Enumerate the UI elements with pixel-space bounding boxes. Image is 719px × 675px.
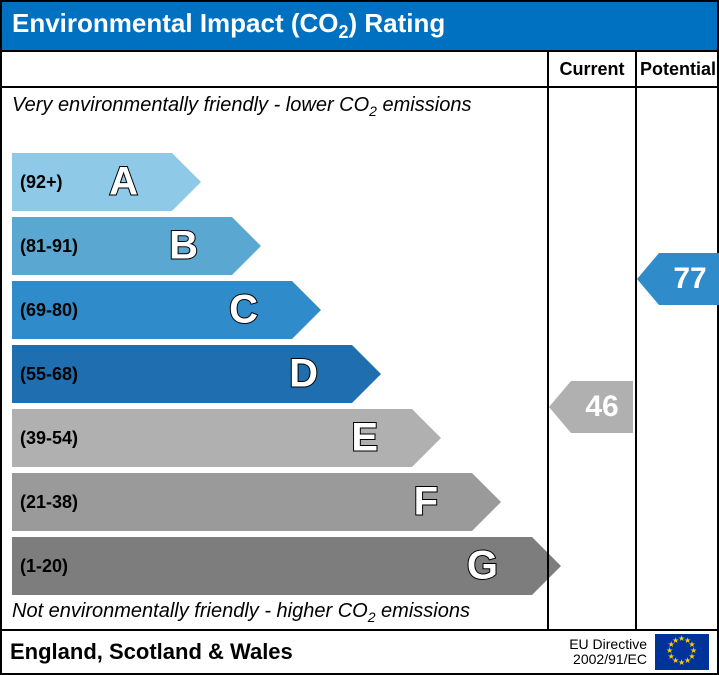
potential-header: Potential	[637, 52, 719, 88]
band-letter: F	[414, 480, 438, 525]
band-letter: E	[351, 416, 378, 461]
band-range: (81-91)	[12, 236, 78, 257]
footer: England, Scotland & Wales EU Directive 2…	[2, 629, 717, 673]
band-range: (92+)	[12, 172, 63, 193]
band-arrow	[232, 217, 261, 275]
note-bottom: Not environmentally friendly - higher CO…	[2, 594, 480, 625]
band-range: (69-80)	[12, 300, 78, 321]
band-arrow	[412, 409, 441, 467]
bar-c: (69-80) C	[12, 281, 292, 339]
band-letter: A	[109, 160, 138, 205]
potential-pointer-value: 77	[659, 253, 719, 305]
current-pointer: 46	[571, 381, 633, 433]
bar-f: (21-38) F	[12, 473, 472, 531]
eu-star: ★	[672, 637, 679, 646]
band-e: (39-54) E	[12, 409, 547, 467]
current-column: Current 46	[547, 52, 635, 629]
band-letter: D	[289, 352, 318, 397]
band-d: (55-68) D	[12, 345, 547, 403]
band-arrow	[292, 281, 321, 339]
title-bar: Environmental Impact (CO2) Rating	[2, 2, 717, 51]
chart-body: Very environmentally friendly - lower CO…	[2, 50, 717, 629]
band-range: (39-54)	[12, 428, 78, 449]
band-range: (55-68)	[12, 364, 78, 385]
footer-region: England, Scotland & Wales	[10, 639, 293, 665]
band-arrow	[472, 473, 501, 531]
band-range: (21-38)	[12, 492, 78, 513]
eu-flag-icon: ★★★★★★★★★★★★	[655, 634, 709, 670]
potential-column: Potential 77	[635, 52, 719, 629]
bands-header-blank	[2, 52, 547, 88]
band-letter: G	[467, 544, 498, 589]
bar-d: (55-68) D	[12, 345, 352, 403]
band-b: (81-91) B	[12, 217, 547, 275]
bar-b: (81-91) B	[12, 217, 232, 275]
band-f: (21-38) F	[12, 473, 547, 531]
footer-directive: EU Directive 2002/91/EC ★★★★★★★★★★★★	[569, 634, 709, 670]
eir-chart: Environmental Impact (CO2) Rating Very e…	[0, 0, 719, 675]
band-letter: C	[229, 288, 258, 333]
band-a: (92+) A	[12, 153, 547, 211]
note-top: Very environmentally friendly - lower CO…	[2, 88, 547, 119]
bar-g: (1-20) G	[12, 537, 532, 595]
current-pointer-value: 46	[571, 381, 633, 433]
bars-area: Very environmentally friendly - lower CO…	[2, 88, 547, 629]
band-arrow	[172, 153, 201, 211]
current-header: Current	[549, 52, 635, 88]
potential-pointer: 77	[659, 253, 719, 305]
bands-column: Very environmentally friendly - lower CO…	[2, 52, 547, 629]
band-range: (1-20)	[12, 556, 68, 577]
title-text: Environmental Impact (CO2) Rating	[12, 8, 445, 38]
band-letter: B	[169, 224, 198, 269]
band-c: (69-80) C	[12, 281, 547, 339]
potential-pointer-arrow	[637, 253, 659, 305]
current-pointer-arrow	[549, 381, 571, 433]
bar-e: (39-54) E	[12, 409, 412, 467]
band-g: (1-20) G	[12, 537, 547, 595]
bar-a: (92+) A	[12, 153, 172, 211]
band-arrow	[352, 345, 381, 403]
